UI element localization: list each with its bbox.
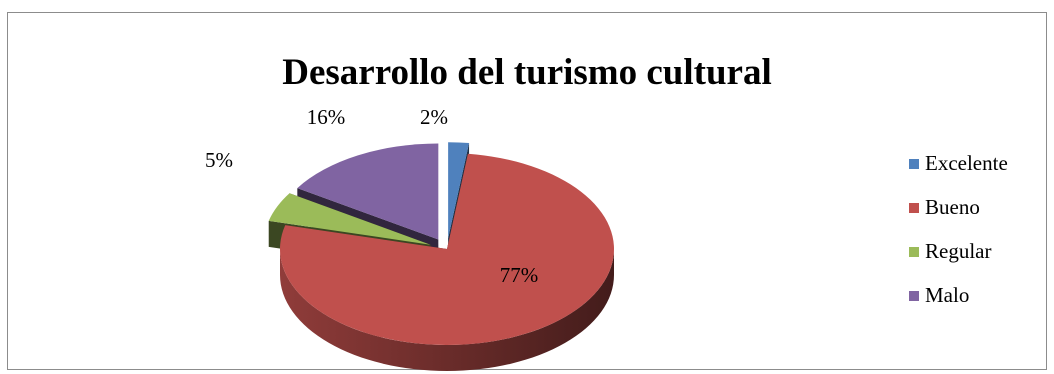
legend-item-regular: Regular xyxy=(909,239,1008,263)
legend-label: Bueno xyxy=(925,195,980,219)
legend-label: Excelente xyxy=(925,151,1008,175)
chart-title: Desarrollo del turismo cultural xyxy=(282,52,772,93)
pie-slice-side xyxy=(280,249,614,371)
pie-slice-malo xyxy=(297,143,439,240)
pie-tops xyxy=(268,142,615,345)
legend-label: Malo xyxy=(925,283,970,307)
data-label-excelente: 2% xyxy=(420,105,448,129)
legend-item-bueno: Bueno xyxy=(909,195,1008,219)
pie-slice-regular xyxy=(268,193,431,245)
data-label-regular: 5% xyxy=(205,148,233,172)
legend: Excelente Bueno Regular Malo xyxy=(909,151,1008,328)
pie-slice-bueno xyxy=(279,153,615,345)
legend-swatch xyxy=(909,202,919,213)
legend-label: Regular xyxy=(925,239,992,263)
legend-swatch xyxy=(909,290,919,301)
data-label-bueno: 77% xyxy=(500,263,539,287)
legend-swatch xyxy=(909,246,919,257)
data-label-malo: 16% xyxy=(307,105,346,129)
legend-item-excelente: Excelente xyxy=(909,151,1008,175)
legend-swatch xyxy=(909,158,919,169)
legend-item-malo: Malo xyxy=(909,283,1008,307)
pie-slice-excelente xyxy=(448,142,470,239)
